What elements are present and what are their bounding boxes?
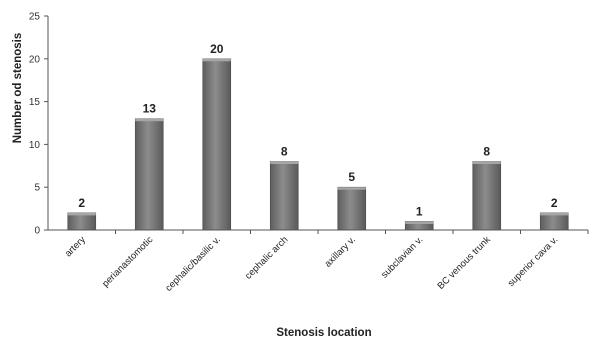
- bar-top-highlight: [67, 212, 96, 216]
- data-label: 1: [416, 204, 423, 218]
- y-tick-label: 5: [34, 183, 40, 194]
- data-label: 2: [551, 196, 558, 210]
- data-label: 8: [281, 145, 288, 159]
- bar-group: 2: [539, 196, 569, 231]
- bar-group: 1: [404, 204, 434, 231]
- bar-top-highlight: [270, 161, 299, 165]
- bar: [269, 161, 299, 231]
- x-tick-label: perianastomotic: [100, 234, 155, 289]
- bar: [337, 186, 367, 231]
- y-axis-title: Number od stenosis: [12, 33, 24, 144]
- x-tick-label: superior cava v.: [506, 234, 561, 289]
- bar-group: 13: [134, 102, 164, 231]
- bar-group: 20: [202, 42, 232, 231]
- x-axis-title: Stenosis location: [276, 327, 371, 339]
- bar-top-highlight: [472, 161, 501, 165]
- bar-top-highlight: [202, 58, 231, 62]
- bar-top-highlight: [135, 118, 164, 122]
- x-tick-label: axillary v.: [323, 234, 358, 269]
- bar-top-highlight: [405, 221, 434, 224]
- y-axis: 0 5 10 15 20 25: [29, 12, 49, 237]
- bar-group: 8: [269, 145, 299, 231]
- data-label: 8: [483, 145, 490, 159]
- x-tick-label: cephalic/basilic v.: [163, 234, 223, 294]
- data-label: 13: [143, 102, 157, 116]
- bar: [202, 58, 232, 231]
- y-tick-label: 10: [29, 140, 41, 151]
- x-tick-label: cephalic arch: [243, 234, 290, 281]
- y-tick-label: 20: [29, 54, 41, 65]
- data-label: 2: [78, 196, 85, 210]
- bar-top-highlight: [540, 212, 569, 216]
- bar-group: 5: [337, 170, 367, 231]
- bar: [134, 118, 164, 231]
- bar-group: 2: [67, 196, 97, 231]
- y-tick-label: 0: [34, 226, 40, 237]
- bar-group: 8: [472, 145, 502, 231]
- bars: 2 13 20 8 5 1 8 2: [67, 42, 569, 231]
- data-label: 5: [348, 170, 355, 184]
- data-label: 20: [210, 42, 224, 56]
- bar: [539, 212, 569, 231]
- bar: [67, 212, 97, 231]
- x-tick-label: artery: [63, 234, 88, 259]
- bar-top-highlight: [337, 187, 366, 190]
- x-axis: artery perianastomotic cephalic/basilic v.…: [48, 229, 589, 294]
- bar: [472, 161, 502, 231]
- y-tick-label: 25: [29, 12, 41, 23]
- y-tick-label: 15: [29, 97, 41, 108]
- x-tick-label: BC venous trunk: [435, 234, 493, 292]
- x-tick-label: subclavian v.: [379, 234, 425, 280]
